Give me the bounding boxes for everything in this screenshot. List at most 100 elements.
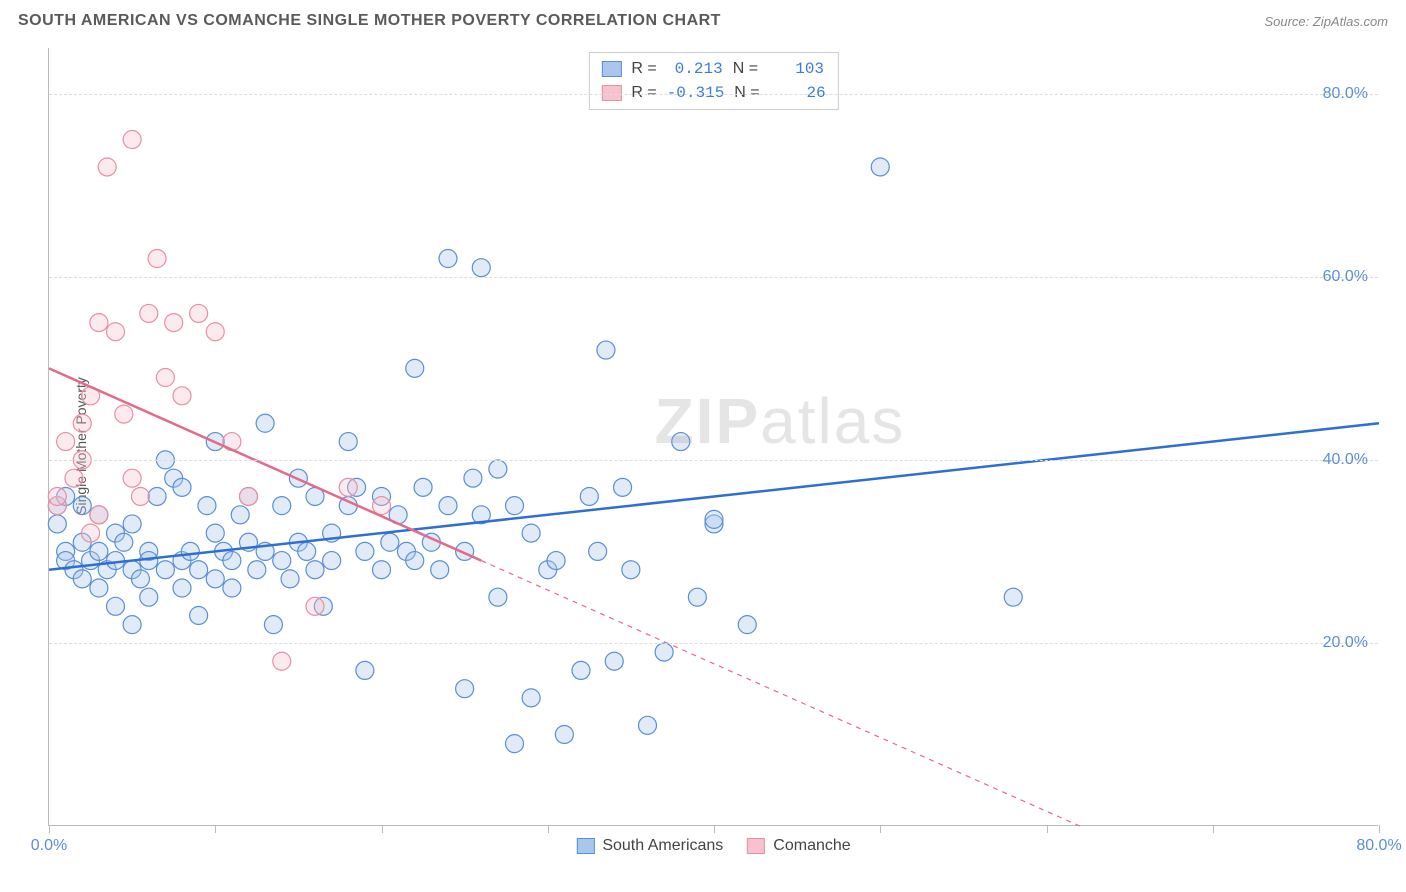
data-point bbox=[107, 597, 125, 615]
data-point bbox=[131, 570, 149, 588]
legend-swatch-icon bbox=[576, 838, 594, 854]
data-point bbox=[173, 387, 191, 405]
data-point bbox=[98, 158, 116, 176]
data-point bbox=[298, 542, 316, 560]
data-point bbox=[90, 506, 108, 524]
data-point bbox=[90, 542, 108, 560]
data-point bbox=[115, 405, 133, 423]
data-point bbox=[181, 542, 199, 560]
gridline bbox=[49, 460, 1378, 461]
data-point bbox=[738, 616, 756, 634]
x-tick-label: 0.0% bbox=[31, 837, 67, 855]
n-label: N = bbox=[733, 57, 758, 81]
r-value: 0.213 bbox=[667, 57, 723, 81]
data-point bbox=[256, 414, 274, 432]
data-point bbox=[605, 652, 623, 670]
data-point bbox=[547, 552, 565, 570]
x-tick bbox=[49, 825, 50, 833]
data-point bbox=[190, 561, 208, 579]
data-point bbox=[472, 259, 490, 277]
legend-stats-row-1: R = 0.213 N = 103 bbox=[601, 57, 825, 81]
trend-line-extrapolation bbox=[481, 561, 1080, 826]
x-tick bbox=[880, 825, 881, 833]
gridline bbox=[49, 643, 1378, 644]
data-point bbox=[373, 561, 391, 579]
data-point bbox=[597, 341, 615, 359]
scatter-plot-svg bbox=[49, 48, 1378, 825]
data-point bbox=[73, 414, 91, 432]
x-tick bbox=[215, 825, 216, 833]
data-point bbox=[123, 131, 141, 149]
data-point bbox=[339, 478, 357, 496]
data-point bbox=[639, 716, 657, 734]
data-point bbox=[123, 515, 141, 533]
data-point bbox=[871, 158, 889, 176]
y-tick-label: 60.0% bbox=[1323, 268, 1368, 286]
gridline bbox=[49, 277, 1378, 278]
data-point bbox=[73, 497, 91, 515]
data-point bbox=[522, 689, 540, 707]
data-point bbox=[48, 515, 66, 533]
data-point bbox=[156, 561, 174, 579]
data-point bbox=[306, 597, 324, 615]
data-point bbox=[281, 570, 299, 588]
data-point bbox=[356, 542, 374, 560]
data-point bbox=[580, 487, 598, 505]
data-point bbox=[464, 469, 482, 487]
data-point bbox=[655, 643, 673, 661]
data-point bbox=[506, 497, 524, 515]
chart-plot-area: ZIPatlas R = 0.213 N = 103 R = -0.315 N … bbox=[48, 48, 1378, 826]
data-point bbox=[131, 487, 149, 505]
data-point bbox=[248, 561, 266, 579]
data-point bbox=[206, 323, 224, 341]
data-point bbox=[414, 478, 432, 496]
data-point bbox=[306, 561, 324, 579]
data-point bbox=[614, 478, 632, 496]
data-point bbox=[107, 323, 125, 341]
data-point bbox=[672, 433, 690, 451]
data-point bbox=[489, 460, 507, 478]
data-point bbox=[223, 579, 241, 597]
data-point bbox=[165, 314, 183, 332]
x-tick bbox=[382, 825, 383, 833]
legend-label: South Americans bbox=[602, 837, 723, 855]
data-point bbox=[506, 735, 524, 753]
data-point bbox=[115, 533, 133, 551]
x-tick bbox=[1213, 825, 1214, 833]
data-point bbox=[73, 570, 91, 588]
legend-swatch-icon bbox=[747, 838, 765, 854]
legend-item-comanche: Comanche bbox=[747, 837, 850, 855]
data-point bbox=[206, 570, 224, 588]
data-point bbox=[48, 487, 66, 505]
data-point bbox=[173, 579, 191, 597]
data-point bbox=[57, 433, 75, 451]
data-point bbox=[456, 680, 474, 698]
data-point bbox=[240, 487, 258, 505]
data-point bbox=[90, 579, 108, 597]
n-value: 103 bbox=[768, 57, 824, 81]
y-tick-label: 20.0% bbox=[1323, 634, 1368, 652]
data-point bbox=[705, 510, 723, 528]
data-point bbox=[123, 469, 141, 487]
x-tick bbox=[548, 825, 549, 833]
source-attribution: Source: ZipAtlas.com bbox=[1264, 14, 1388, 29]
data-point bbox=[82, 524, 100, 542]
y-tick-label: 40.0% bbox=[1323, 451, 1368, 469]
data-point bbox=[439, 497, 457, 515]
data-point bbox=[190, 606, 208, 624]
data-point bbox=[589, 542, 607, 560]
data-point bbox=[148, 250, 166, 268]
data-point bbox=[273, 552, 291, 570]
legend-series: South Americans Comanche bbox=[576, 837, 850, 855]
data-point bbox=[231, 506, 249, 524]
data-point bbox=[190, 304, 208, 322]
legend-item-south-americans: South Americans bbox=[576, 837, 723, 855]
gridline bbox=[49, 94, 1378, 95]
data-point bbox=[173, 478, 191, 496]
data-point bbox=[622, 561, 640, 579]
data-point bbox=[156, 369, 174, 387]
data-point bbox=[356, 661, 374, 679]
data-point bbox=[431, 561, 449, 579]
data-point bbox=[1004, 588, 1022, 606]
data-point bbox=[90, 314, 108, 332]
